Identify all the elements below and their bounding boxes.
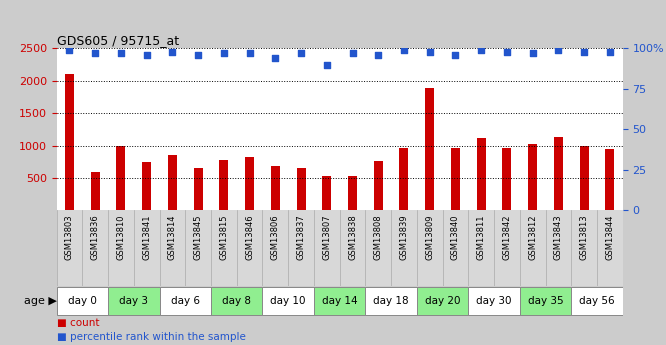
Bar (374, 161, 383, 210)
Bar (322, 176, 331, 210)
Bar (554, 137, 563, 210)
Point (270, 55, 280, 61)
Point (218, 50, 229, 56)
Text: GSM13803: GSM13803 (65, 214, 74, 260)
Bar (117, 146, 125, 210)
Text: GSM13844: GSM13844 (605, 214, 614, 260)
Text: GSM13806: GSM13806 (271, 214, 280, 260)
FancyBboxPatch shape (417, 287, 468, 315)
Text: GSM13842: GSM13842 (502, 214, 511, 260)
Point (399, 47, 410, 53)
Text: GSM13813: GSM13813 (579, 214, 589, 260)
Text: ■ percentile rank within the sample: ■ percentile rank within the sample (57, 332, 246, 342)
Bar (502, 148, 511, 210)
Bar (245, 157, 254, 210)
Point (141, 52, 152, 58)
Point (193, 52, 204, 58)
Point (296, 50, 306, 56)
Bar (65, 74, 74, 210)
FancyBboxPatch shape (160, 287, 211, 315)
FancyBboxPatch shape (366, 287, 417, 315)
Bar (400, 148, 408, 210)
Bar (605, 149, 614, 210)
Text: day 20: day 20 (425, 296, 460, 306)
FancyBboxPatch shape (211, 287, 262, 315)
Bar (142, 162, 151, 210)
Bar (296, 168, 306, 210)
Text: day 10: day 10 (270, 296, 306, 306)
FancyBboxPatch shape (571, 287, 623, 315)
Text: GSM13837: GSM13837 (296, 214, 306, 260)
Bar (219, 160, 228, 210)
FancyBboxPatch shape (519, 287, 571, 315)
Text: ■ count: ■ count (57, 318, 99, 328)
Bar (348, 176, 357, 210)
Text: day 3: day 3 (119, 296, 149, 306)
Text: GSM13808: GSM13808 (374, 214, 383, 260)
Point (424, 49, 435, 54)
Bar (579, 146, 589, 210)
Bar (91, 171, 100, 210)
Point (167, 49, 178, 54)
Text: age ▶: age ▶ (24, 296, 57, 306)
FancyBboxPatch shape (262, 287, 314, 315)
Point (90, 50, 101, 56)
Point (450, 52, 461, 58)
Text: GSM13815: GSM13815 (219, 214, 228, 260)
Text: day 0: day 0 (68, 296, 97, 306)
Point (501, 49, 512, 54)
Point (244, 50, 255, 56)
Text: GSM13845: GSM13845 (194, 214, 202, 260)
Point (347, 50, 358, 56)
Point (605, 49, 615, 54)
FancyBboxPatch shape (108, 287, 160, 315)
Text: day 8: day 8 (222, 296, 251, 306)
Text: GDS605 / 95715_at: GDS605 / 95715_at (57, 34, 178, 47)
Text: day 18: day 18 (374, 296, 409, 306)
Text: day 56: day 56 (579, 296, 615, 306)
Text: GSM13809: GSM13809 (425, 214, 434, 260)
Text: day 30: day 30 (476, 296, 511, 306)
Text: GSM13812: GSM13812 (528, 214, 537, 260)
Text: GSM13846: GSM13846 (245, 214, 254, 260)
Point (116, 50, 127, 56)
Point (322, 62, 332, 67)
Point (373, 52, 384, 58)
Bar (477, 138, 486, 210)
Bar (425, 88, 434, 210)
Point (476, 47, 486, 53)
Text: GSM13840: GSM13840 (451, 214, 460, 260)
Text: day 6: day 6 (170, 296, 200, 306)
Bar (271, 166, 280, 210)
Point (64, 47, 75, 53)
Bar (451, 148, 460, 210)
Text: GSM13836: GSM13836 (91, 214, 100, 260)
Point (553, 47, 563, 53)
Text: day 14: day 14 (322, 296, 358, 306)
Text: GSM13811: GSM13811 (477, 214, 486, 260)
Bar (528, 144, 537, 210)
Text: GSM13839: GSM13839 (400, 214, 408, 260)
Point (527, 50, 538, 56)
Text: GSM13814: GSM13814 (168, 214, 177, 260)
FancyBboxPatch shape (314, 287, 366, 315)
Point (579, 49, 589, 54)
Text: GSM13841: GSM13841 (142, 214, 151, 260)
Text: day 35: day 35 (527, 296, 563, 306)
Text: GSM13807: GSM13807 (322, 214, 331, 260)
FancyBboxPatch shape (57, 287, 108, 315)
Text: GSM13838: GSM13838 (348, 214, 357, 260)
FancyBboxPatch shape (468, 287, 519, 315)
Text: GSM13843: GSM13843 (554, 214, 563, 260)
Bar (168, 155, 177, 210)
Bar (194, 168, 202, 210)
Text: GSM13810: GSM13810 (117, 214, 125, 260)
